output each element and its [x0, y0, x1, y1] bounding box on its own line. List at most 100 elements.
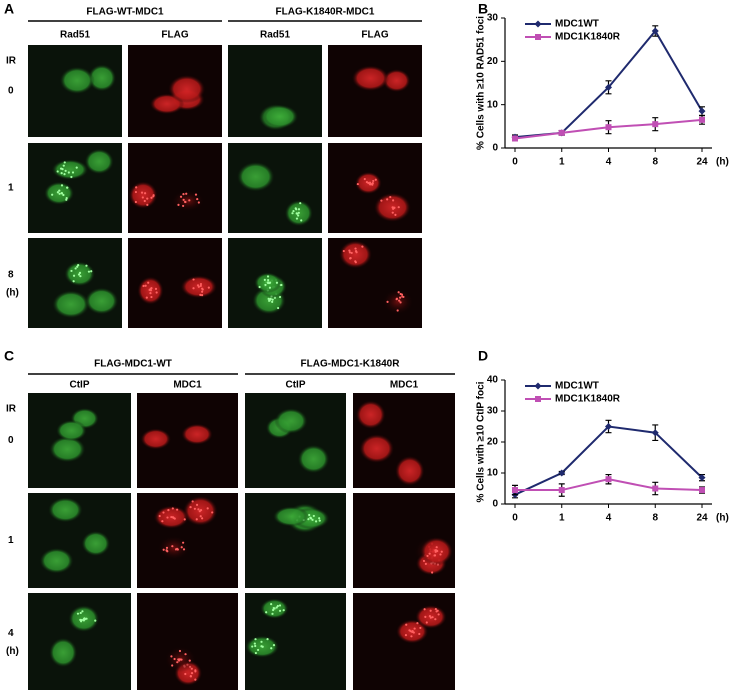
- nucleus: [47, 497, 83, 523]
- nucleus: [158, 536, 190, 560]
- focus: [171, 664, 174, 667]
- micrograph-bg: [245, 393, 346, 488]
- legend-label: MDC1WT: [555, 381, 599, 392]
- focus: [141, 196, 144, 199]
- focus: [424, 615, 427, 618]
- focus: [271, 612, 274, 615]
- micrograph: [328, 143, 422, 233]
- focus: [79, 611, 82, 615]
- focus: [318, 519, 321, 522]
- nucleus: [351, 65, 390, 92]
- micrograph: [28, 593, 131, 690]
- focus: [90, 270, 93, 273]
- ir-label: IR: [6, 404, 17, 415]
- focus: [251, 645, 254, 648]
- focus: [272, 643, 276, 647]
- focus: [267, 297, 270, 300]
- focus: [342, 249, 345, 253]
- focus: [166, 516, 169, 519]
- time-unit: (h): [6, 646, 19, 657]
- focus: [150, 295, 153, 299]
- nucleus: [274, 408, 308, 434]
- focus: [399, 292, 402, 296]
- focus: [266, 281, 269, 284]
- focus: [80, 620, 83, 623]
- focus: [150, 196, 153, 199]
- focus: [295, 212, 299, 215]
- focus: [253, 642, 256, 645]
- nucleus: [84, 148, 114, 175]
- focus: [437, 613, 440, 616]
- focus: [75, 166, 78, 169]
- focus: [372, 179, 375, 183]
- focus: [270, 603, 273, 606]
- focus: [51, 193, 54, 196]
- time-label: 0: [8, 435, 14, 446]
- legend-label: MDC1K1840R: [555, 394, 621, 405]
- focus: [171, 516, 175, 519]
- micrograph: [228, 143, 322, 233]
- focus: [199, 293, 202, 297]
- focus: [429, 616, 432, 619]
- focus: [398, 299, 401, 302]
- y-tick-label: 0: [492, 143, 498, 154]
- focus: [311, 518, 314, 521]
- focus: [361, 245, 364, 248]
- focus: [386, 198, 389, 201]
- focus: [171, 507, 174, 510]
- focus: [161, 520, 164, 523]
- focus: [211, 511, 214, 514]
- focus: [254, 638, 257, 641]
- focus: [182, 198, 185, 201]
- focus: [194, 678, 197, 681]
- focus: [200, 294, 204, 297]
- focus: [428, 552, 431, 555]
- micrograph: [137, 493, 238, 588]
- focus: [431, 616, 434, 619]
- time-label: 1: [8, 183, 14, 194]
- focus: [173, 657, 176, 661]
- focus: [62, 164, 65, 167]
- x-tick-label: 0: [512, 513, 518, 524]
- focus: [165, 546, 169, 549]
- y-axis-title: % Cells with ≥10 CtIP foci: [476, 381, 487, 502]
- focus: [196, 197, 199, 201]
- focus: [314, 520, 318, 523]
- focus: [260, 640, 263, 643]
- x-unit: (h): [716, 513, 729, 524]
- focus: [282, 609, 285, 612]
- focus: [63, 173, 66, 176]
- series-line: [514, 425, 703, 496]
- focus: [256, 648, 260, 652]
- micrograph: [328, 45, 422, 137]
- nucleus: [382, 289, 413, 315]
- focus: [195, 518, 198, 521]
- focus: [58, 192, 61, 195]
- focus: [182, 193, 185, 196]
- focus: [271, 298, 274, 301]
- focus: [188, 199, 191, 202]
- focus: [72, 274, 76, 277]
- focus: [176, 508, 179, 511]
- marker: [699, 487, 705, 494]
- marker: [651, 27, 659, 35]
- ir-label: IR: [6, 56, 17, 67]
- marker: [558, 129, 565, 136]
- marker: [512, 487, 518, 494]
- micrograph: [353, 393, 455, 488]
- nucleus: [56, 419, 87, 442]
- focus: [199, 515, 202, 518]
- focus: [371, 182, 374, 185]
- nucleus: [272, 506, 309, 527]
- focus: [440, 550, 443, 553]
- marker: [605, 423, 612, 430]
- focus: [201, 290, 204, 293]
- focus: [206, 507, 209, 510]
- focus: [270, 647, 273, 650]
- panel-label: B: [478, 1, 488, 17]
- focus: [271, 300, 274, 303]
- x-tick-label: 4: [606, 157, 612, 168]
- marker: [652, 485, 659, 492]
- focus: [277, 306, 280, 310]
- focus: [354, 249, 358, 253]
